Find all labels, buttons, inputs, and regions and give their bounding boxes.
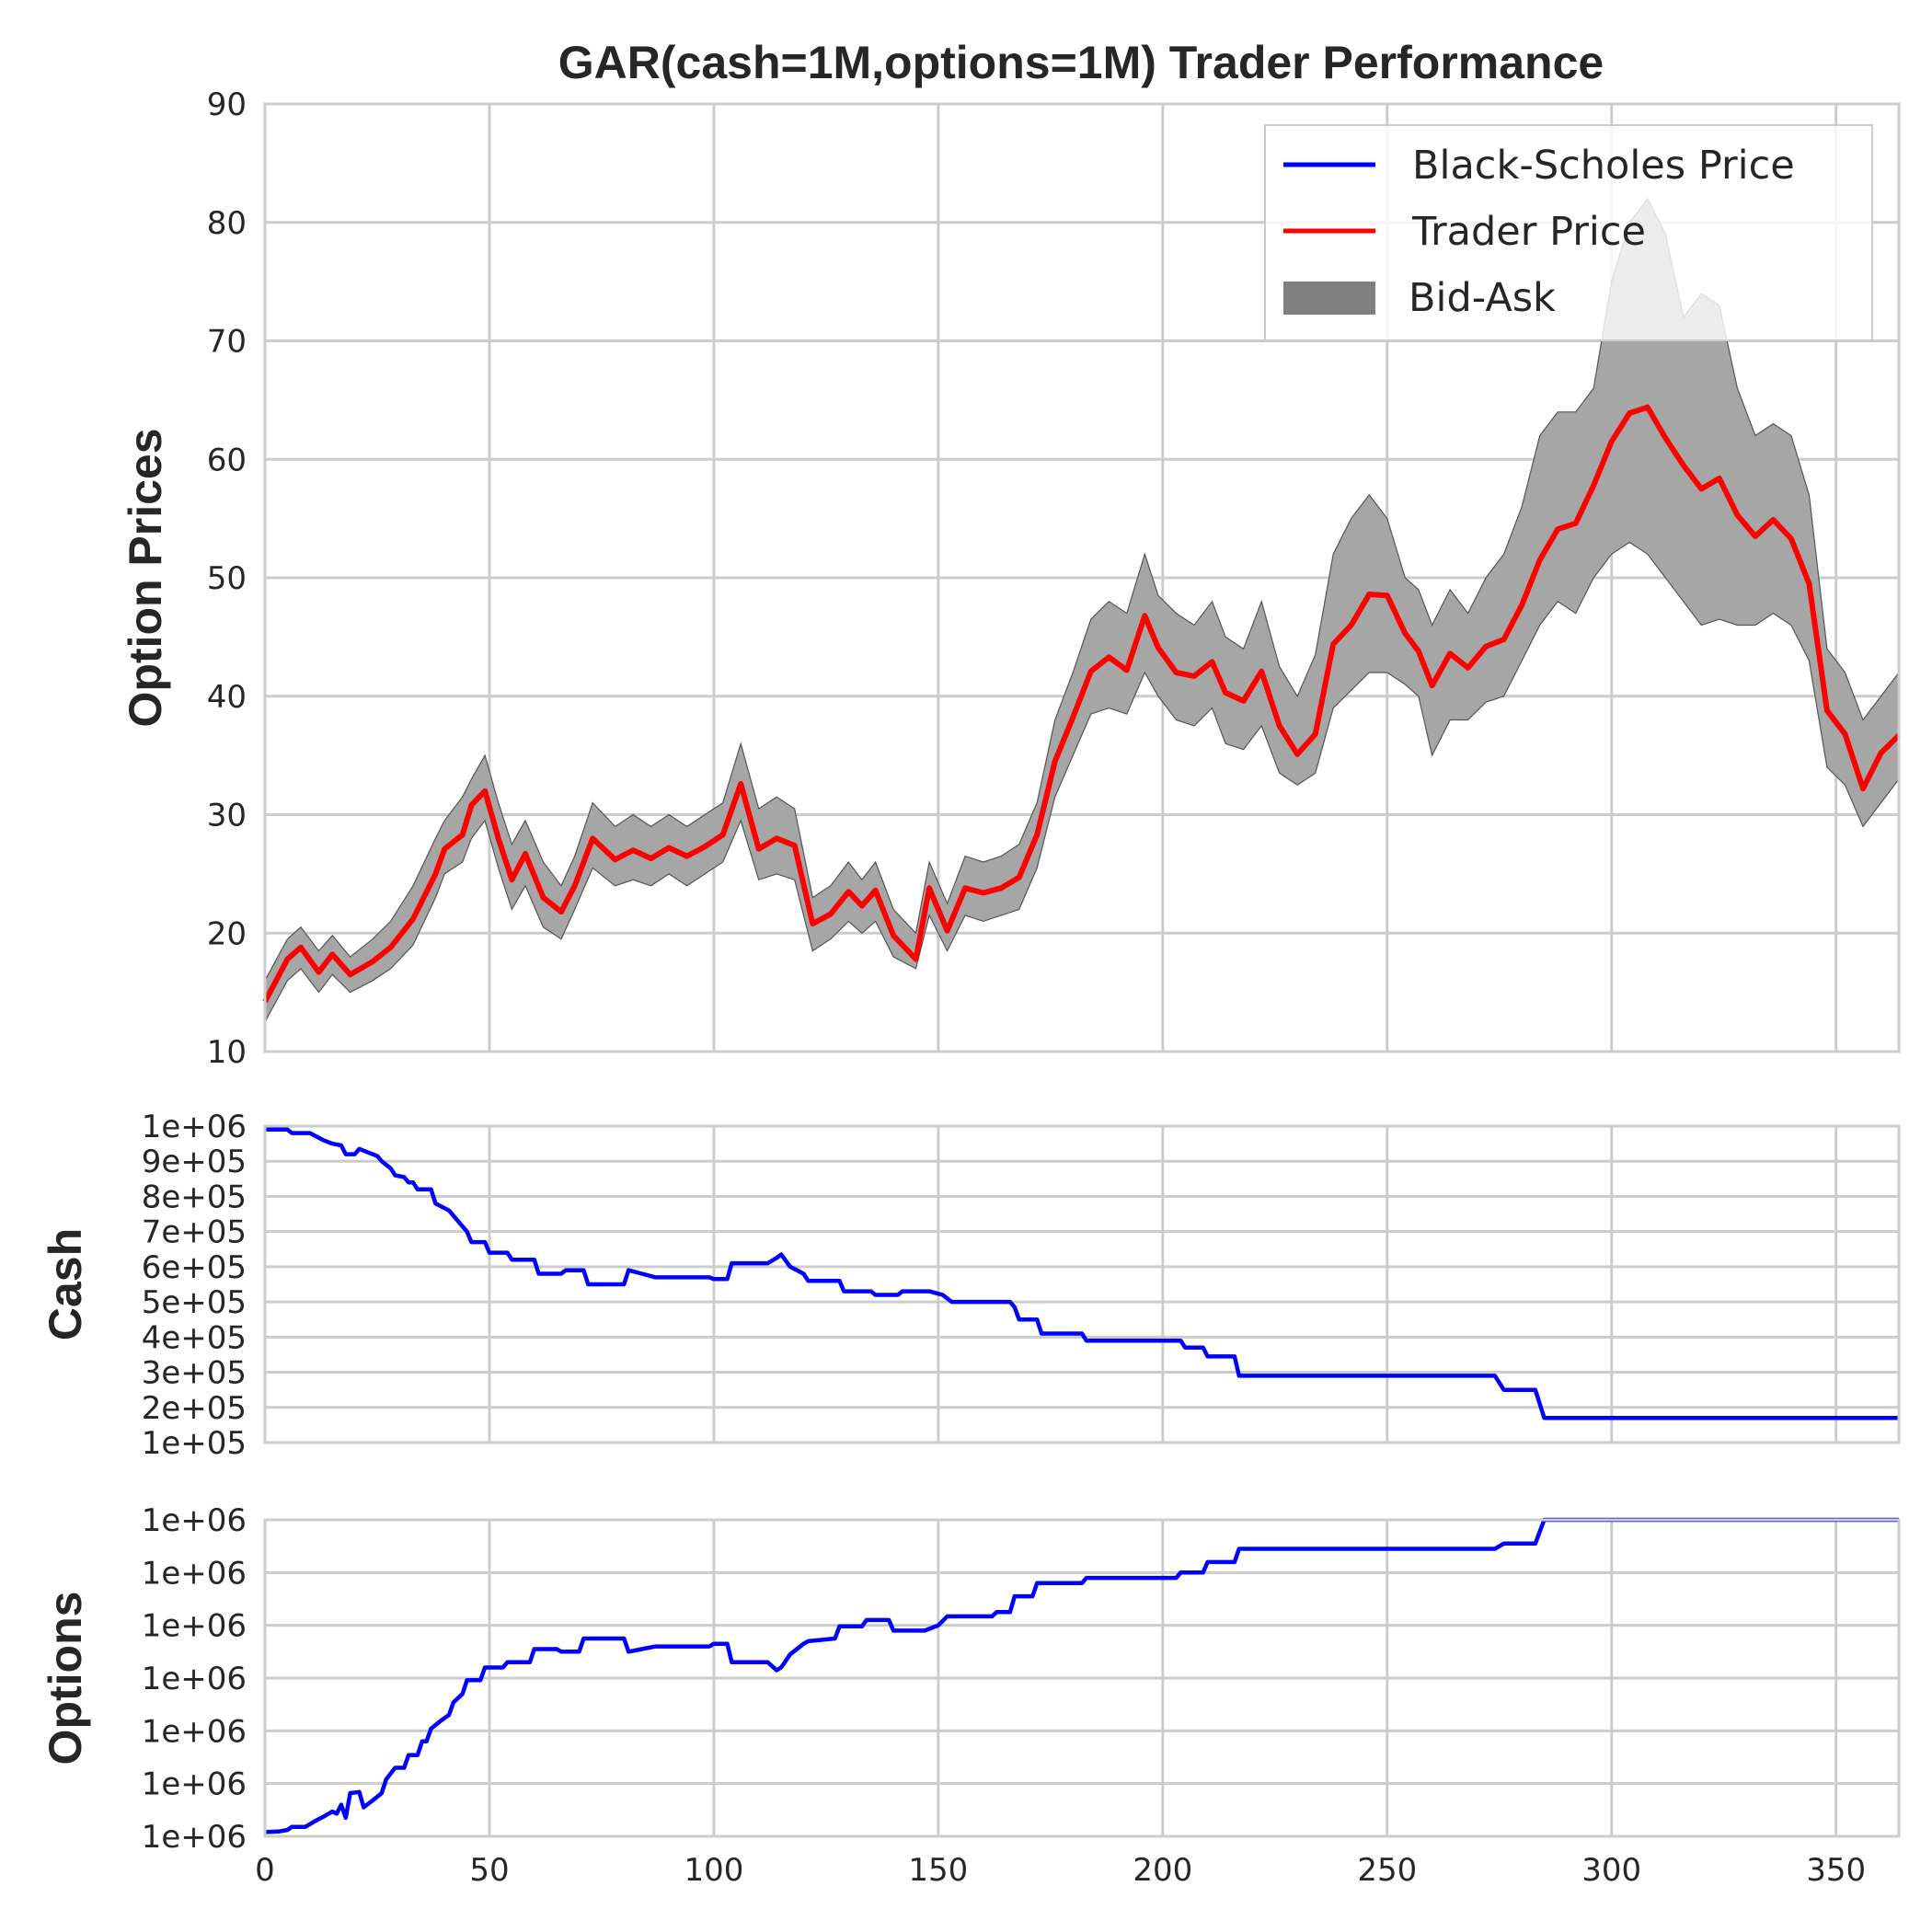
- cash-frame: [263, 1124, 1901, 1444]
- option-prices-ylabel: Option Prices: [120, 428, 171, 727]
- y-tick-label: 1e+06: [142, 1819, 247, 1856]
- y-tick-label: 20: [207, 915, 247, 952]
- y-tick-label: 1e+06: [142, 1502, 247, 1539]
- cash-grid: [263, 1124, 1899, 1444]
- y-tick-label: 9e+05: [142, 1144, 247, 1180]
- y-tick-label: 5e+05: [142, 1284, 247, 1321]
- x-tick-label: 50: [469, 1852, 509, 1889]
- y-tick-label: 6e+05: [142, 1249, 247, 1286]
- options-ytick-labels: 1e+06 1e+06 1e+06 1e+06 1e+06 1e+06 1e+06: [142, 1502, 247, 1856]
- y-tick-label: 1e+06: [142, 1555, 247, 1592]
- cash-ylabel: Cash: [40, 1228, 91, 1340]
- options-ylabel: Options: [40, 1592, 91, 1765]
- legend-black-scholes-label: Black-Scholes Price: [1412, 143, 1795, 189]
- y-tick-label: 8e+05: [142, 1179, 247, 1215]
- chart-title: GAR(cash=1M,options=1M) Trader Performan…: [558, 37, 1604, 88]
- y-tick-label: 1e+05: [142, 1425, 247, 1462]
- options-plot: [264, 1517, 1899, 1834]
- y-tick-label: 7e+05: [142, 1214, 247, 1251]
- legend-bid-ask-label: Bid-Ask: [1409, 275, 1556, 321]
- y-tick-label: 80: [207, 205, 247, 242]
- option-prices-frame: [263, 102, 1901, 1053]
- option-prices-ytick-labels: 10 20 30 40 50 60 70 80 90: [207, 86, 247, 1071]
- y-tick-label: 40: [207, 679, 247, 716]
- x-tick-label: 150: [908, 1852, 968, 1889]
- options-grid: [263, 1518, 1899, 1838]
- trader-price-line: [262, 404, 1902, 1004]
- legend: Black-Scholes Price Trader Price Bid-Ask: [1264, 124, 1873, 341]
- legend-bid-ask-swatch: [1283, 282, 1375, 315]
- options-panel: 1e+06 1e+06 1e+06 1e+06 1e+06 1e+06 1e+06 0 50 1…: [40, 1502, 1901, 1889]
- cash-ytick-labels: 1e+052e+053e+054e+055e+056e+057e+058e+05…: [142, 1109, 247, 1462]
- x-tick-label: 100: [684, 1852, 743, 1889]
- y-tick-label: 10: [207, 1034, 247, 1071]
- options-frame: [263, 1518, 1901, 1838]
- x-tick-label: 300: [1581, 1852, 1641, 1889]
- y-tick-label: 2e+05: [142, 1390, 247, 1427]
- y-tick-label: 1e+06: [142, 1713, 247, 1750]
- y-tick-label: 4e+05: [142, 1319, 247, 1356]
- y-tick-label: 1e+06: [142, 1766, 247, 1803]
- y-tick-label: 1e+06: [142, 1608, 247, 1645]
- x-tick-label: 0: [255, 1852, 275, 1889]
- options-xtick-labels: 0 50 100 150 200 250 300 350: [255, 1852, 1866, 1889]
- cash-line: [265, 1127, 1899, 1420]
- legend-trader-price-label: Trader Price: [1411, 209, 1646, 255]
- x-tick-label: 350: [1806, 1852, 1866, 1889]
- y-tick-label: 30: [207, 798, 247, 834]
- y-tick-label: 1e+06: [142, 1109, 247, 1145]
- y-tick-label: 3e+05: [142, 1355, 247, 1392]
- cash-panel: 1e+052e+053e+054e+055e+056e+057e+058e+05…: [40, 1109, 1901, 1462]
- y-tick-label: 1e+06: [142, 1661, 247, 1697]
- x-tick-label: 250: [1357, 1852, 1417, 1889]
- options-line: [264, 1517, 1899, 1834]
- y-tick-label: 60: [207, 442, 247, 478]
- y-tick-label: 90: [207, 86, 247, 123]
- cash-plot: [265, 1127, 1899, 1420]
- y-tick-label: 70: [207, 324, 247, 361]
- y-tick-label: 50: [207, 560, 247, 597]
- x-tick-label: 200: [1133, 1852, 1192, 1889]
